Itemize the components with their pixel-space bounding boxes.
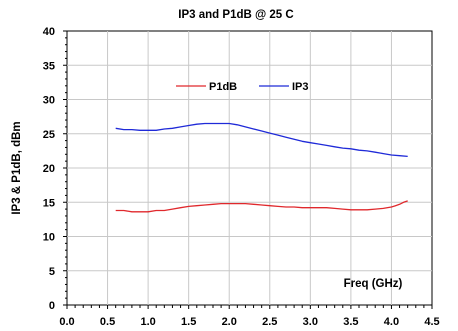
y-tick-label: 10 <box>43 232 55 244</box>
y-tick-label: 30 <box>43 95 55 107</box>
chart-title: IP3 and P1dB @ 25 C <box>178 9 293 21</box>
gridlines <box>67 31 432 305</box>
series-line-p1db <box>115 200 408 213</box>
x-tick-label: 1.0 <box>140 316 155 328</box>
y-axis-title: IP3 & P1dB, dBm <box>11 121 23 214</box>
y-tick-label: 0 <box>49 300 55 312</box>
y-tick-label: 35 <box>43 60 55 72</box>
x-axis: 0.0 0.5 1.0 1.5 2.0 2.5 3.0 3.5 4.0 4.5 <box>59 305 440 328</box>
legend-label-ip3: IP3 <box>292 81 309 93</box>
series-layer <box>115 122 408 213</box>
x-tick-label: 3.0 <box>303 316 318 328</box>
x-tick-label: 0.0 <box>59 316 74 328</box>
y-axis: 0 5 10 15 20 25 30 35 40 <box>43 26 67 312</box>
x-tick-label: 4.5 <box>424 316 439 328</box>
x-tick-label: 2.5 <box>262 316 277 328</box>
y-tick-label: 20 <box>43 163 55 175</box>
y-tick-label: 15 <box>43 197 55 209</box>
x-axis-title: Freq (GHz) <box>344 278 403 290</box>
x-tick-label: 3.5 <box>343 316 358 328</box>
y-tick-label: 40 <box>43 26 55 38</box>
x-tick-label: 4.0 <box>384 316 399 328</box>
plot-area <box>66 30 433 306</box>
y-tick-label: 5 <box>49 266 55 278</box>
legend: P1dB IP3 <box>176 81 309 93</box>
x-tick-label: 1.5 <box>181 316 196 328</box>
x-tick-label: 2.0 <box>222 316 237 328</box>
y-tick-label: 25 <box>43 129 55 141</box>
x-tick-label: 0.5 <box>100 316 115 328</box>
series-line-ip3 <box>115 122 408 158</box>
legend-label-p1db: P1dB <box>209 81 237 93</box>
